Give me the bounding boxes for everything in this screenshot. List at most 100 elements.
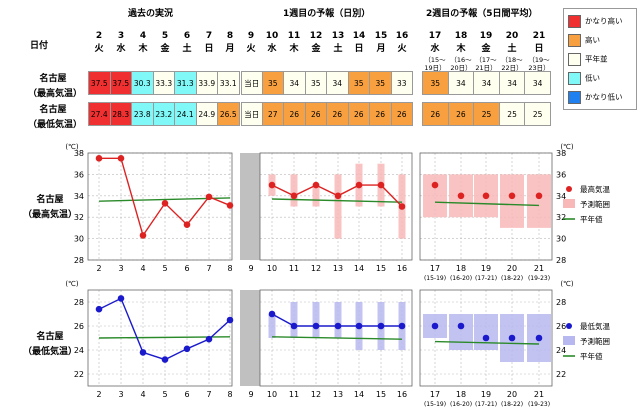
max-unit-left: (℃) [65, 143, 79, 151]
date-range-end: 21日） [475, 64, 497, 72]
category-legend: かなり高い 高い 平年並 低い かなり低い [563, 8, 637, 110]
min-data-point [139, 349, 147, 356]
date-weekday: 水 [116, 44, 126, 54]
max-xtick-sub: (15-19) [424, 275, 446, 282]
max-ytick-left: 34 [74, 192, 84, 201]
max-range-bar [423, 174, 447, 218]
cell: 34 [283, 71, 306, 95]
date-weekday: 日 [354, 44, 364, 54]
min-xtick: 5 [162, 390, 167, 399]
max-legend-range-swatch [563, 199, 575, 208]
cell: 37.5 [88, 71, 111, 95]
min-ytick-left: 24 [74, 346, 84, 355]
date-range-start: （19～ [528, 56, 550, 64]
max-ytick-left: 28 [74, 256, 84, 265]
max-xtick: 21 [534, 264, 544, 273]
max-legend-normal-label: 平年値 [580, 214, 603, 224]
date-range-end: 23日） [528, 64, 550, 72]
min-past-cells: 27.4 28.3 23.8 23.2 24.1 24.9 26.5 [88, 102, 240, 126]
min-today-band [240, 290, 260, 386]
min-legend-range-label: 予測範囲 [580, 336, 610, 346]
cell: 37.5 [109, 71, 132, 95]
min-xtick: 14 [354, 390, 364, 399]
min-chart-label-line1: 名古屋 [36, 332, 64, 342]
min-range-bar [449, 314, 473, 350]
cell: 34 [498, 71, 526, 95]
date-day: 15 [374, 31, 388, 41]
cell: 30.3 [131, 71, 154, 95]
min-range-bar [312, 302, 320, 338]
max-today-cell: 当日 [240, 71, 264, 95]
legend-high-swatch [568, 34, 581, 47]
min-data-point [355, 322, 363, 330]
row-label-max-line1: 名古屋 [39, 74, 67, 84]
legend-much-low-swatch [568, 91, 581, 104]
max-data-point [535, 192, 543, 200]
date-col-21: 21 日 （19～ 23日） [526, 30, 552, 72]
date-col-16: 16 火 [391, 30, 413, 56]
date-day: 7 [205, 31, 213, 41]
past-title: 過去の実況 [128, 9, 174, 19]
date-day: 13 [331, 31, 345, 41]
max-xtick: 13 [333, 264, 343, 273]
date-col-18: 18 木 （16～ 20日） [448, 30, 474, 72]
min-normal-line [434, 340, 540, 345]
max-data-point [290, 192, 298, 200]
date-weekday: 金 [481, 44, 491, 54]
week1-title: 1週目の予報（日別） [283, 9, 371, 19]
date-range-end: 20日） [450, 64, 472, 72]
min-data-point [508, 334, 516, 342]
max-xtick: 19 [481, 264, 491, 273]
min-data-point [161, 356, 169, 363]
min-data-point [117, 295, 125, 302]
cell: 33.1 [217, 71, 240, 95]
min-week2-cells: 26 26 25 25 25 [422, 102, 551, 126]
legend-much-low-label: かなり低い [585, 92, 623, 102]
max-xtick: 17 [430, 264, 440, 273]
min-xtick-sub: (17-21) [475, 401, 497, 408]
min-xtick: 2 [96, 390, 101, 399]
max-data-point [482, 192, 490, 200]
max-xtick: 10 [267, 264, 277, 273]
max-xtick: 5 [162, 264, 167, 273]
max-data-point [268, 181, 276, 189]
cell: 35 [304, 71, 327, 95]
date-label: 日付 [30, 41, 49, 51]
legend-high-label: 高い [585, 35, 600, 45]
min-unit-left: (℃) [65, 280, 79, 288]
min-xtick: 8 [227, 390, 232, 399]
cell: 26.5 [217, 102, 240, 126]
date-day: 3 [117, 31, 125, 41]
max-data-point [355, 181, 363, 189]
max-data-point [457, 192, 465, 200]
min-panel-frame [419, 289, 553, 387]
date-weekday: 金 [311, 44, 321, 54]
min-ytick-right: 22 [556, 370, 566, 379]
max-chart-label: 名古屋 （最高気温） [22, 193, 78, 223]
max-xtick: 4 [140, 264, 145, 273]
max-ytick-right: 38 [556, 149, 566, 158]
min-xtick: 20 [507, 390, 517, 399]
date-weekday: 水 [267, 44, 277, 54]
date-col-14: 14 日 [348, 30, 370, 56]
max-range-bar [500, 174, 524, 228]
max-data-point [205, 193, 213, 201]
date-col-17: 17 水 （15～ 19日） [422, 30, 448, 72]
max-xtick: 2 [96, 264, 101, 273]
min-xtick-sub: (15-19) [424, 401, 446, 408]
max-today-band [240, 153, 260, 260]
max-xtick: 12 [311, 264, 321, 273]
min-data-point [457, 322, 465, 330]
max-xtick: 6 [184, 264, 189, 273]
date-weekday: 土 [182, 44, 192, 54]
max-ytick-left: 30 [74, 235, 84, 244]
min-legend-point-marker [566, 323, 572, 329]
